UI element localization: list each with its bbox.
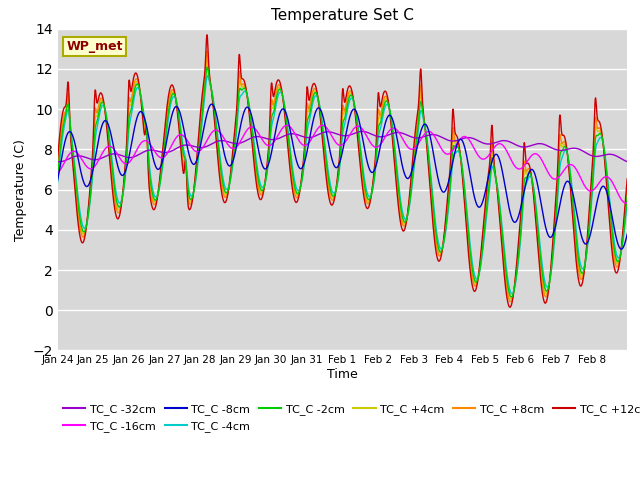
X-axis label: Time: Time [327, 368, 358, 381]
Title: Temperature Set C: Temperature Set C [271, 9, 414, 24]
Text: WP_met: WP_met [66, 40, 123, 53]
Legend: TC_C -32cm, TC_C -16cm, TC_C -8cm, TC_C -4cm, TC_C -2cm, TC_C +4cm, TC_C +8cm, T: TC_C -32cm, TC_C -16cm, TC_C -8cm, TC_C … [63, 404, 640, 432]
Y-axis label: Temperature (C): Temperature (C) [14, 139, 27, 240]
